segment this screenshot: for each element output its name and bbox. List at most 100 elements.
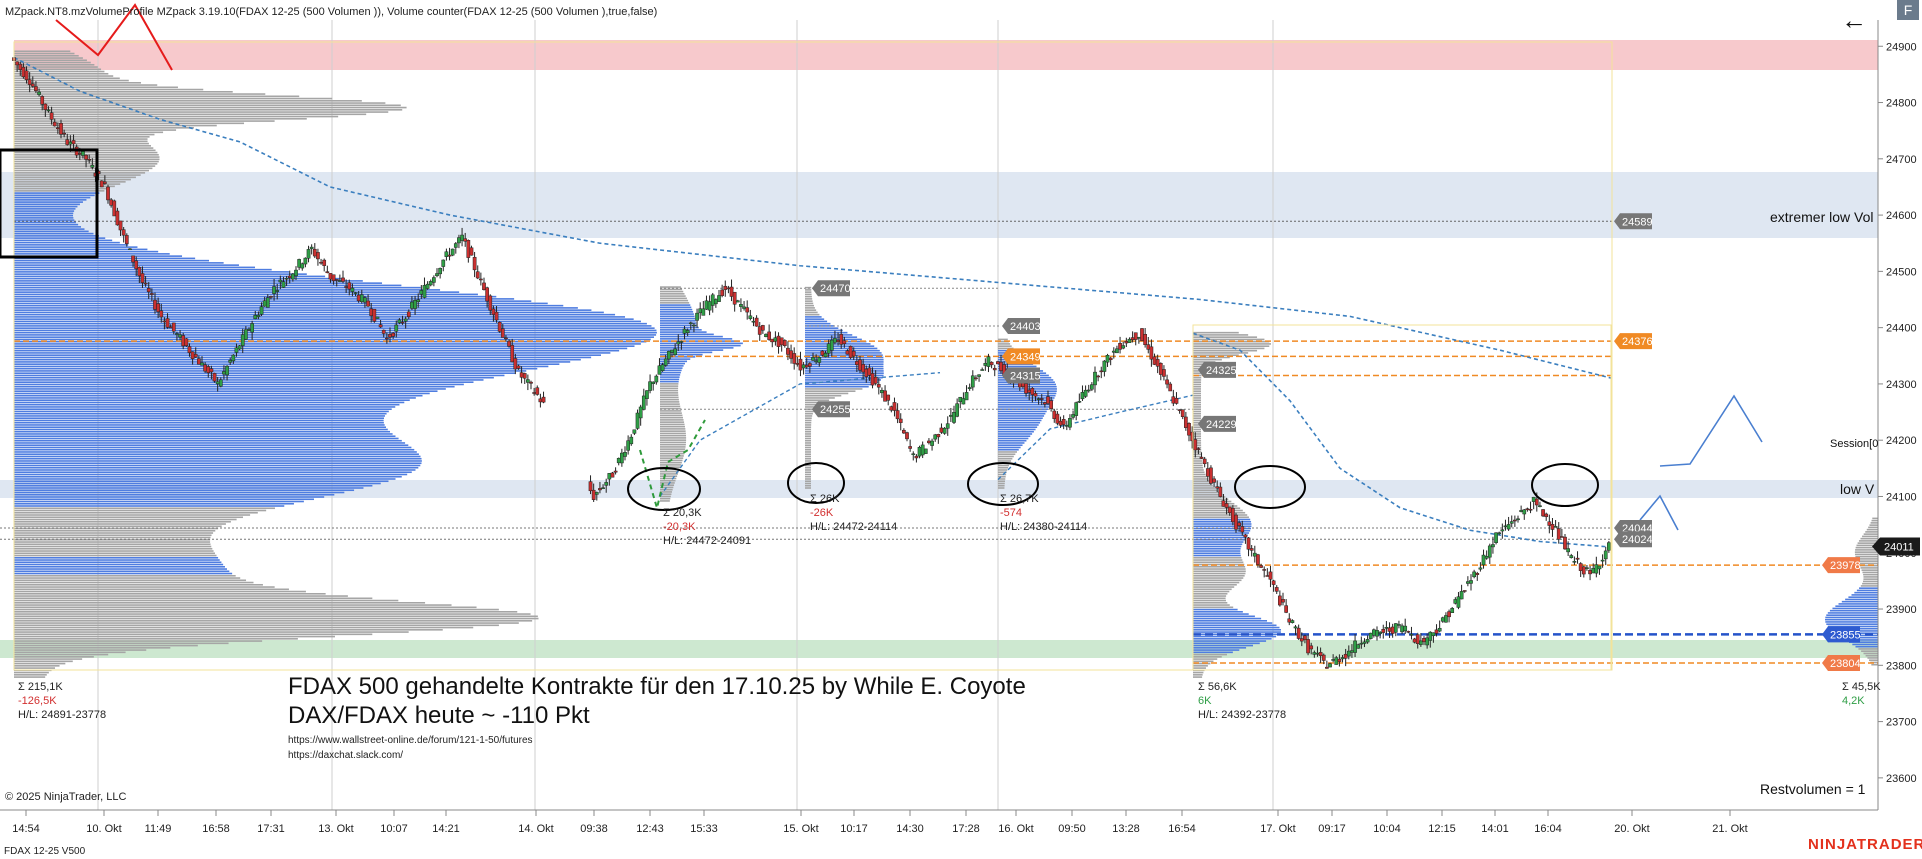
candle xyxy=(1406,630,1411,634)
profile-row xyxy=(805,439,812,442)
profile-row xyxy=(14,316,626,318)
candle xyxy=(112,199,117,217)
profile-row xyxy=(14,205,78,208)
profile-row xyxy=(1854,591,1878,594)
candle xyxy=(1487,543,1492,565)
candle xyxy=(829,335,834,357)
profile-row xyxy=(14,649,147,651)
profile-row xyxy=(1835,605,1878,607)
profile-row xyxy=(1193,381,1202,383)
profile-row xyxy=(14,115,339,118)
profile-row xyxy=(14,172,146,174)
candle xyxy=(1578,562,1583,578)
candle xyxy=(635,409,640,430)
arrow-left-icon[interactable]: ← xyxy=(1841,5,1867,35)
candle xyxy=(134,256,139,276)
profile-row xyxy=(805,309,817,311)
candle xyxy=(1469,574,1473,591)
profile-row xyxy=(14,633,373,636)
candle xyxy=(598,481,602,494)
profile-row xyxy=(14,491,345,494)
candle xyxy=(654,374,659,385)
profile-row xyxy=(805,455,812,458)
profile-row xyxy=(805,399,830,402)
corner-badge[interactable]: F xyxy=(1897,0,1919,20)
candle xyxy=(432,275,436,287)
profile-row xyxy=(1860,537,1878,540)
profile-row xyxy=(1868,526,1878,529)
candle xyxy=(1193,432,1198,458)
profile-row xyxy=(805,446,812,449)
y-tick-label: 23900 xyxy=(1886,604,1917,616)
candle xyxy=(1553,519,1558,528)
profile-row xyxy=(805,295,812,298)
profile-row xyxy=(1193,435,1202,438)
candle xyxy=(861,358,865,380)
candle xyxy=(259,302,264,317)
candle xyxy=(1453,597,1458,605)
profile-row xyxy=(1832,607,1878,610)
candle xyxy=(949,407,953,422)
profile-row xyxy=(998,421,1041,424)
candle xyxy=(638,404,643,426)
profile-row xyxy=(14,552,215,555)
candle xyxy=(325,265,330,274)
candle xyxy=(1390,623,1395,638)
candle xyxy=(1287,613,1292,626)
candle xyxy=(441,259,446,272)
candle xyxy=(1550,517,1555,537)
session-volume: Σ 45,5K xyxy=(1842,681,1881,693)
profile-row xyxy=(14,525,222,528)
candle xyxy=(529,380,533,390)
profile-row xyxy=(660,385,679,387)
profile-row xyxy=(14,577,241,579)
candle xyxy=(504,335,508,342)
forum-link[interactable]: https://www.wallstreet-online.de/forum/1… xyxy=(288,735,533,746)
price-level-badge: 24255 xyxy=(812,401,851,418)
profile-row xyxy=(660,486,674,489)
candle xyxy=(193,347,198,358)
profile-row xyxy=(14,264,239,266)
profile-row xyxy=(805,410,814,413)
profile-row xyxy=(14,410,389,413)
profile-row xyxy=(1857,560,1878,562)
candle xyxy=(291,272,295,282)
candle xyxy=(895,403,900,424)
profile-row xyxy=(660,419,684,421)
profile-row xyxy=(14,620,533,622)
candle xyxy=(757,322,762,341)
candle xyxy=(942,427,947,435)
candle xyxy=(1271,579,1276,592)
candle xyxy=(626,435,630,455)
candle xyxy=(1594,556,1599,578)
candle xyxy=(413,295,417,315)
profile-row xyxy=(14,331,657,334)
candle xyxy=(1475,571,1480,581)
profile-row xyxy=(660,293,685,295)
profile-row xyxy=(998,464,1009,467)
candle xyxy=(1400,623,1404,634)
x-tick-label: 14:01 xyxy=(1481,823,1509,835)
profile-row xyxy=(14,311,604,314)
candle xyxy=(1146,337,1151,354)
profile-row xyxy=(660,473,678,475)
profile-row xyxy=(1862,571,1878,574)
candle xyxy=(701,301,706,316)
profile-row xyxy=(14,320,641,323)
profile-row xyxy=(1193,613,1249,615)
slack-link[interactable]: https://daxchat.slack.com/ xyxy=(288,750,403,761)
profile-row xyxy=(1193,498,1229,501)
profile-row xyxy=(1825,621,1878,623)
session-stats-block: Σ 20,3K -20,3K H/L: 24472-24091 xyxy=(663,507,751,547)
price-level-badge: 24229 xyxy=(1198,415,1237,432)
y-tick-label: 23800 xyxy=(1886,660,1917,672)
profile-row xyxy=(805,293,812,296)
profile-row xyxy=(660,475,678,477)
candle xyxy=(735,299,740,303)
vwap-session xyxy=(659,371,941,497)
session-profile-today xyxy=(1193,331,1281,678)
profile-row xyxy=(998,435,1031,438)
x-tick-label: 11:49 xyxy=(145,823,172,835)
svg-text:24376: 24376 xyxy=(1622,336,1653,348)
